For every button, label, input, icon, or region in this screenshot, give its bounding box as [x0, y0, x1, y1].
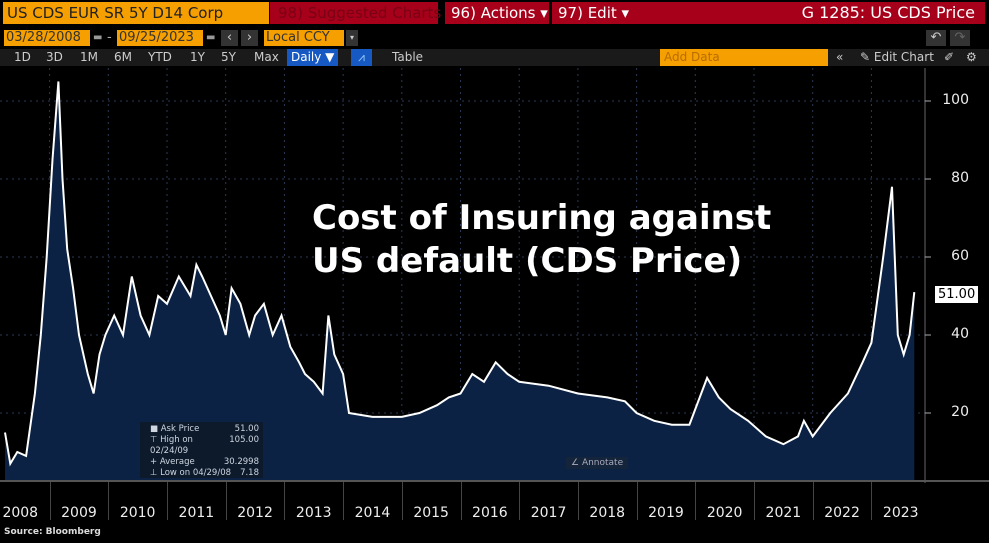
chart-plot	[0, 68, 931, 483]
legend-label: ⊤ High on 02/24/09	[150, 435, 193, 456]
line-chart-icon[interactable]: ⩘	[351, 49, 372, 66]
annotate-label: Annotate	[581, 458, 624, 468]
x-tick-label: 2011	[178, 505, 215, 521]
frequency-select[interactable]: Daily ▼	[287, 49, 339, 66]
legend: ■ Ask Price 51.00 ⊤ High on 02/24/09 105.0…	[140, 422, 263, 478]
security-field[interactable]: US CDS EUR SR 5Y D14 Corp	[3, 2, 269, 24]
x-tick	[695, 482, 696, 520]
edit-menu[interactable]: 97) Edit ▾	[552, 2, 630, 24]
x-tick	[284, 482, 285, 520]
end-date-input[interactable]: 09/25/2023	[117, 30, 203, 46]
x-tick-label: 2022	[824, 505, 860, 521]
x-tick-label: 2010	[119, 505, 156, 521]
period-1y[interactable]: 1Y	[190, 50, 205, 64]
x-tick-label: 2015	[413, 505, 449, 521]
last-value-label: 51.00	[935, 286, 979, 303]
actions-menu[interactable]: 96) Actions ▾	[445, 2, 549, 24]
x-tick-label: 2008	[2, 505, 39, 521]
x-tick-label: 2014	[354, 505, 391, 521]
y-tick-label: 40	[951, 326, 969, 342]
legend-label: ■ Ask Price	[150, 424, 200, 434]
currency-select[interactable]: Local CCY	[264, 30, 344, 46]
period-5y[interactable]: 5Y	[221, 50, 236, 64]
x-tick-label: 2017	[530, 505, 567, 521]
edit-chart-label: Edit Chart	[873, 50, 934, 64]
table-button[interactable]: Table	[392, 50, 424, 64]
period-6m[interactable]: 6M	[114, 50, 132, 64]
x-tick-label: 2016	[472, 505, 508, 521]
y-tick-label: 60	[951, 248, 969, 264]
next-button[interactable]: ›	[241, 30, 258, 46]
edit-chart-button[interactable]: ✎ Edit Chart	[860, 50, 934, 64]
x-tick	[50, 482, 51, 520]
period-3d[interactable]: 3D	[46, 50, 63, 64]
x-tick-label: 2019	[648, 505, 684, 521]
period-ytd[interactable]: YTD	[148, 50, 172, 64]
period-max[interactable]: Max	[254, 50, 279, 64]
x-tick-label: 2013	[295, 505, 332, 521]
chart-title: Cost of Insuring against US default (CDS…	[312, 198, 772, 281]
suggested-charts-button[interactable]: 98) Suggested Charts	[270, 2, 441, 24]
prev-button[interactable]: ‹	[221, 30, 238, 46]
series-area	[5, 81, 915, 480]
chevron-down-icon[interactable]: ▾	[346, 30, 358, 46]
x-tick-label: 2009	[61, 505, 97, 521]
x-tick	[754, 482, 755, 520]
x-tick	[519, 482, 520, 520]
x-tick	[461, 482, 462, 520]
start-date-input[interactable]: 03/28/2008	[4, 30, 90, 46]
x-tick	[167, 482, 168, 520]
legend-value: 105.00	[229, 435, 259, 445]
calendar-icon[interactable]: ▬	[206, 32, 216, 43]
x-tick	[343, 482, 344, 520]
window-title: G 1285: US CDS Price	[630, 2, 985, 24]
x-tick	[813, 482, 814, 520]
collapse-icon[interactable]: «	[836, 50, 844, 64]
x-tick-label: 2020	[706, 505, 743, 521]
x-tick	[108, 482, 109, 520]
annotate-button[interactable]: ∠ Annotate	[566, 457, 629, 469]
legend-label: ⊥ Low on 04/29/08	[150, 468, 232, 478]
x-tick	[637, 482, 638, 520]
x-tick-label: 2021	[765, 505, 802, 521]
x-tick-label: 2012	[237, 505, 273, 521]
legend-value: 30.2998	[223, 457, 259, 467]
x-tick	[226, 482, 227, 520]
gear-icon[interactable]: ⚙	[966, 50, 977, 64]
legend-value: 51.00	[234, 424, 259, 434]
undo-icon[interactable]: ↶	[926, 30, 946, 46]
y-tick-label: 80	[951, 170, 969, 186]
series-line	[4, 81, 916, 467]
y-tick-label: 20	[951, 404, 969, 420]
x-axis-line	[0, 480, 989, 482]
legend-label: + Average	[150, 457, 195, 467]
period-1d[interactable]: 1D	[14, 50, 31, 64]
add-data-input[interactable]: Add Data	[660, 49, 828, 66]
period-1m[interactable]: 1M	[80, 50, 98, 64]
x-tick	[402, 482, 403, 520]
x-tick-label: 2018	[589, 505, 626, 521]
x-tick	[871, 482, 872, 520]
redo-icon[interactable]: ↷	[950, 30, 970, 46]
legend-value: 7.18	[240, 468, 259, 478]
source-note: Source: Bloomberg	[4, 527, 101, 537]
y-tick-label: 100	[942, 92, 969, 108]
x-tick-label: 2023	[882, 505, 919, 521]
x-tick	[578, 482, 579, 520]
annotation-icon[interactable]: ✐	[944, 50, 955, 64]
toolbar: 1D 3D 1M 6M YTD 1Y 5Y Max Daily ▼ ⩘ Tabl…	[0, 49, 989, 66]
calendar-icon[interactable]: ▬	[93, 32, 103, 43]
